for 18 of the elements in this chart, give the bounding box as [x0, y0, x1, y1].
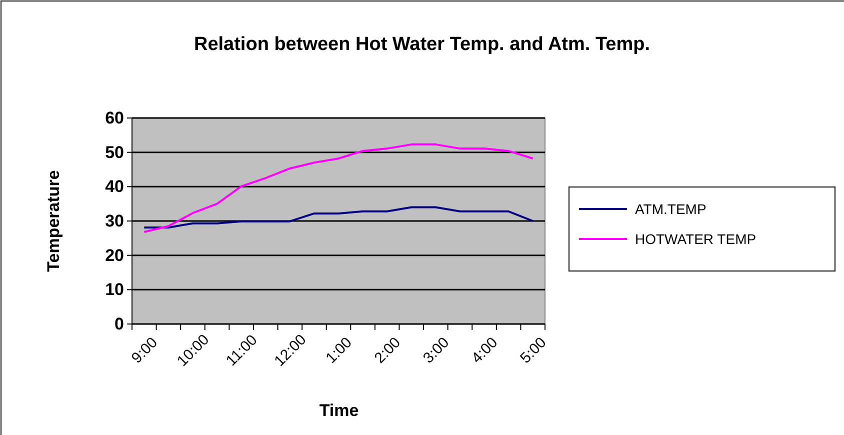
line-series — [143, 206, 534, 229]
chart-title: Relation between Hot Water Temp. and Atm. Temp. — [194, 34, 650, 55]
y-tick-label: 10 — [105, 280, 124, 300]
legend-label: ATM.TEMP — [635, 201, 706, 217]
y-tick-label: 60 — [105, 108, 124, 128]
y-tick-label: 30 — [105, 211, 124, 230]
y-tick-label: 20 — [105, 246, 124, 265]
x-axis-title: Time — [319, 401, 359, 420]
x-tick-label: 5:00 — [517, 334, 550, 367]
x-tick-label: 9:00 — [128, 334, 162, 367]
y-axis-title: Temperature — [44, 170, 63, 272]
x-tick-label: 4:00 — [468, 334, 502, 367]
line-series — [143, 143, 534, 233]
x-tick-label: 3:00 — [420, 334, 453, 367]
y-tick-label: 40 — [105, 177, 124, 196]
y-tick-label: 50 — [105, 142, 124, 162]
y-tick-label: 0 — [114, 314, 124, 334]
legend-label: HOTWATER TEMP — [635, 231, 756, 247]
